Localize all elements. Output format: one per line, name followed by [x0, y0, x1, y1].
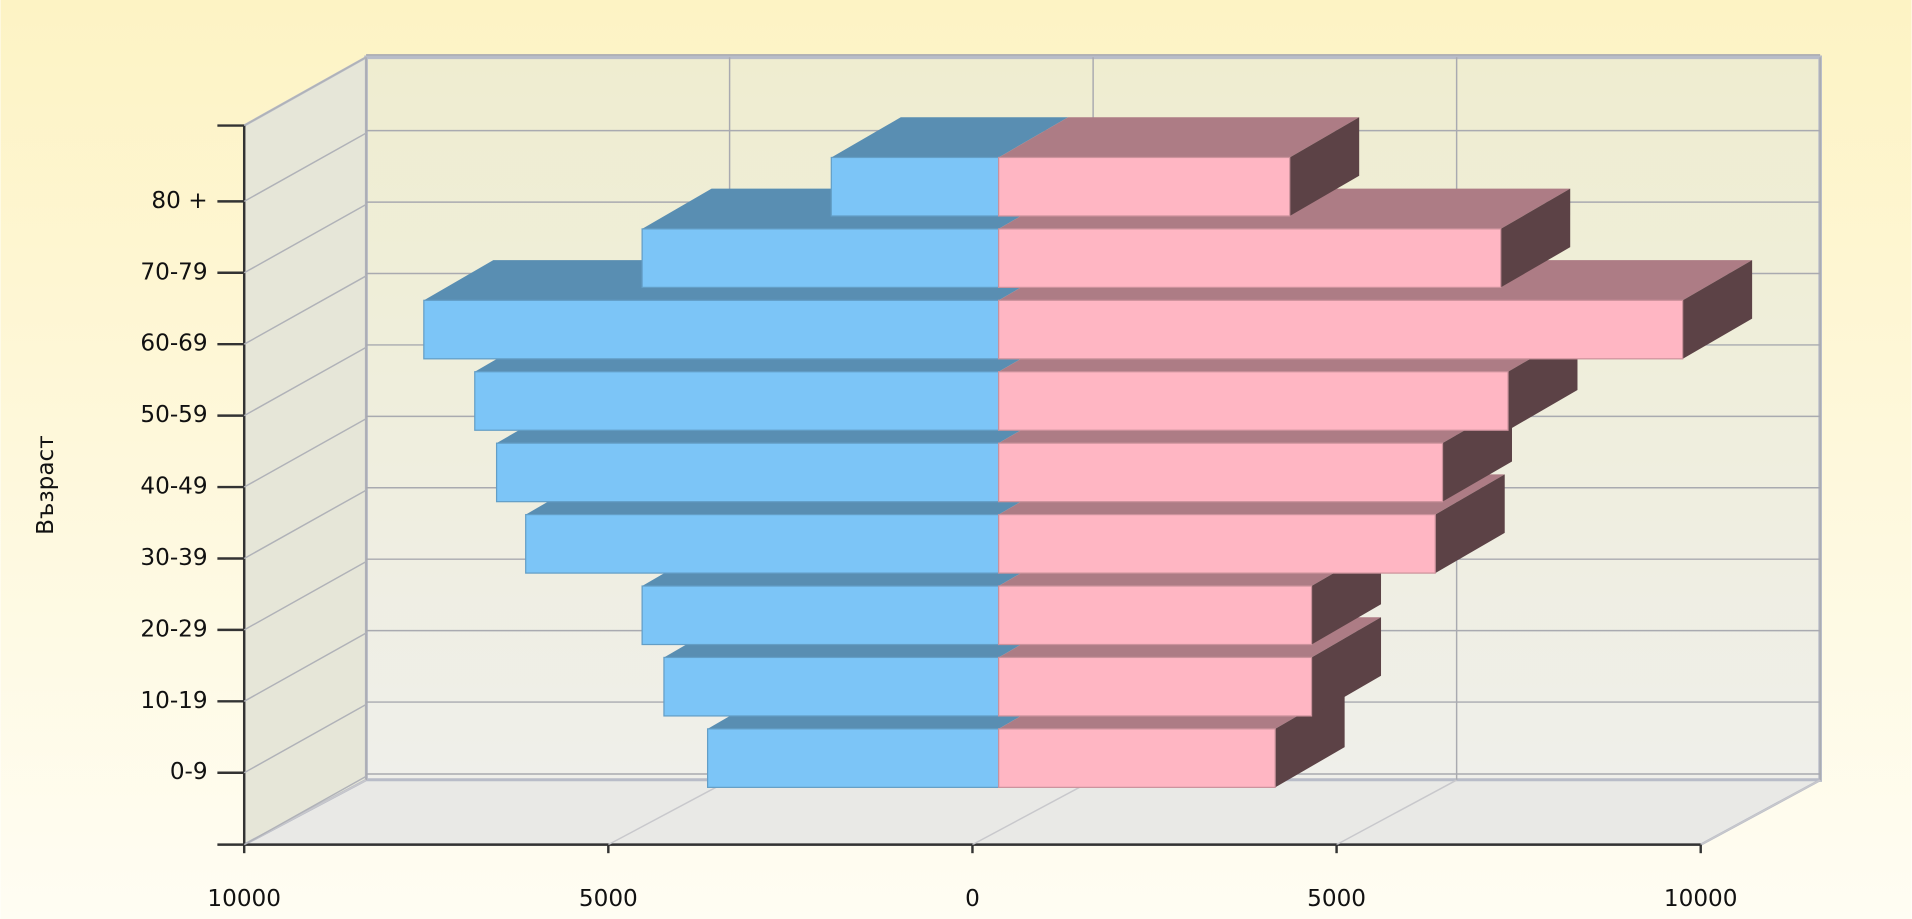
grid-line [243, 56, 367, 127]
grid-line [243, 489, 367, 560]
bar [525, 513, 1000, 574]
bar-top [998, 117, 1360, 158]
bar-side [1435, 474, 1505, 574]
grid-line [243, 275, 367, 345]
y-tick-label: 70-79 [140, 259, 207, 285]
bar [998, 156, 1291, 217]
y-tick-label: 10-19 [140, 688, 207, 714]
grid-line [243, 346, 367, 417]
bar-side [1311, 617, 1382, 716]
x-tick-label: 5000 [579, 886, 638, 912]
bar [998, 371, 1509, 431]
bar-side [1289, 117, 1360, 216]
y-tick-label: 20-29 [140, 616, 207, 642]
grid-line [243, 632, 367, 702]
x-tick-label: 5000 [1307, 886, 1366, 912]
bar [495, 442, 1000, 503]
bar [830, 156, 1000, 217]
bar [998, 513, 1436, 574]
grid-line [1700, 779, 1821, 846]
y-tick-label: 30-39 [140, 545, 207, 571]
y-axis-label: Възраст [33, 435, 59, 535]
bar [998, 299, 1684, 360]
grid-line [243, 775, 367, 846]
bar [641, 228, 1000, 289]
bar [998, 228, 1502, 289]
bar-top [831, 117, 1069, 158]
bar [663, 656, 1000, 717]
y-tick-label: 80 + [151, 188, 207, 214]
bar-side [1275, 688, 1345, 788]
grid-line [243, 132, 367, 202]
grid-line [243, 418, 367, 488]
bar [998, 442, 1444, 503]
y-tick-label: 0-9 [170, 759, 208, 785]
grid-line [972, 779, 1094, 846]
y-tick-label: 40-49 [140, 474, 207, 500]
bar [423, 299, 1000, 360]
grid-line [243, 561, 367, 631]
bar [998, 656, 1313, 717]
grid-line [1336, 779, 1457, 846]
bar [641, 585, 1000, 646]
bar [998, 585, 1313, 646]
grid-line [243, 203, 367, 274]
x-tick-label: 0 [965, 886, 980, 912]
bar [706, 728, 1000, 788]
bar-side [1500, 188, 1571, 288]
y-tick-label: 50-59 [140, 402, 207, 428]
grid-line [243, 703, 367, 774]
grid-line [607, 779, 730, 846]
bar [998, 728, 1276, 788]
y-tick-label: 60-69 [140, 331, 207, 357]
bar-side [1682, 260, 1753, 359]
side-wall [242, 55, 368, 847]
x-tick-label: 10000 [1664, 886, 1738, 912]
x-tick-label: 10000 [207, 886, 281, 912]
bar [474, 371, 1000, 431]
